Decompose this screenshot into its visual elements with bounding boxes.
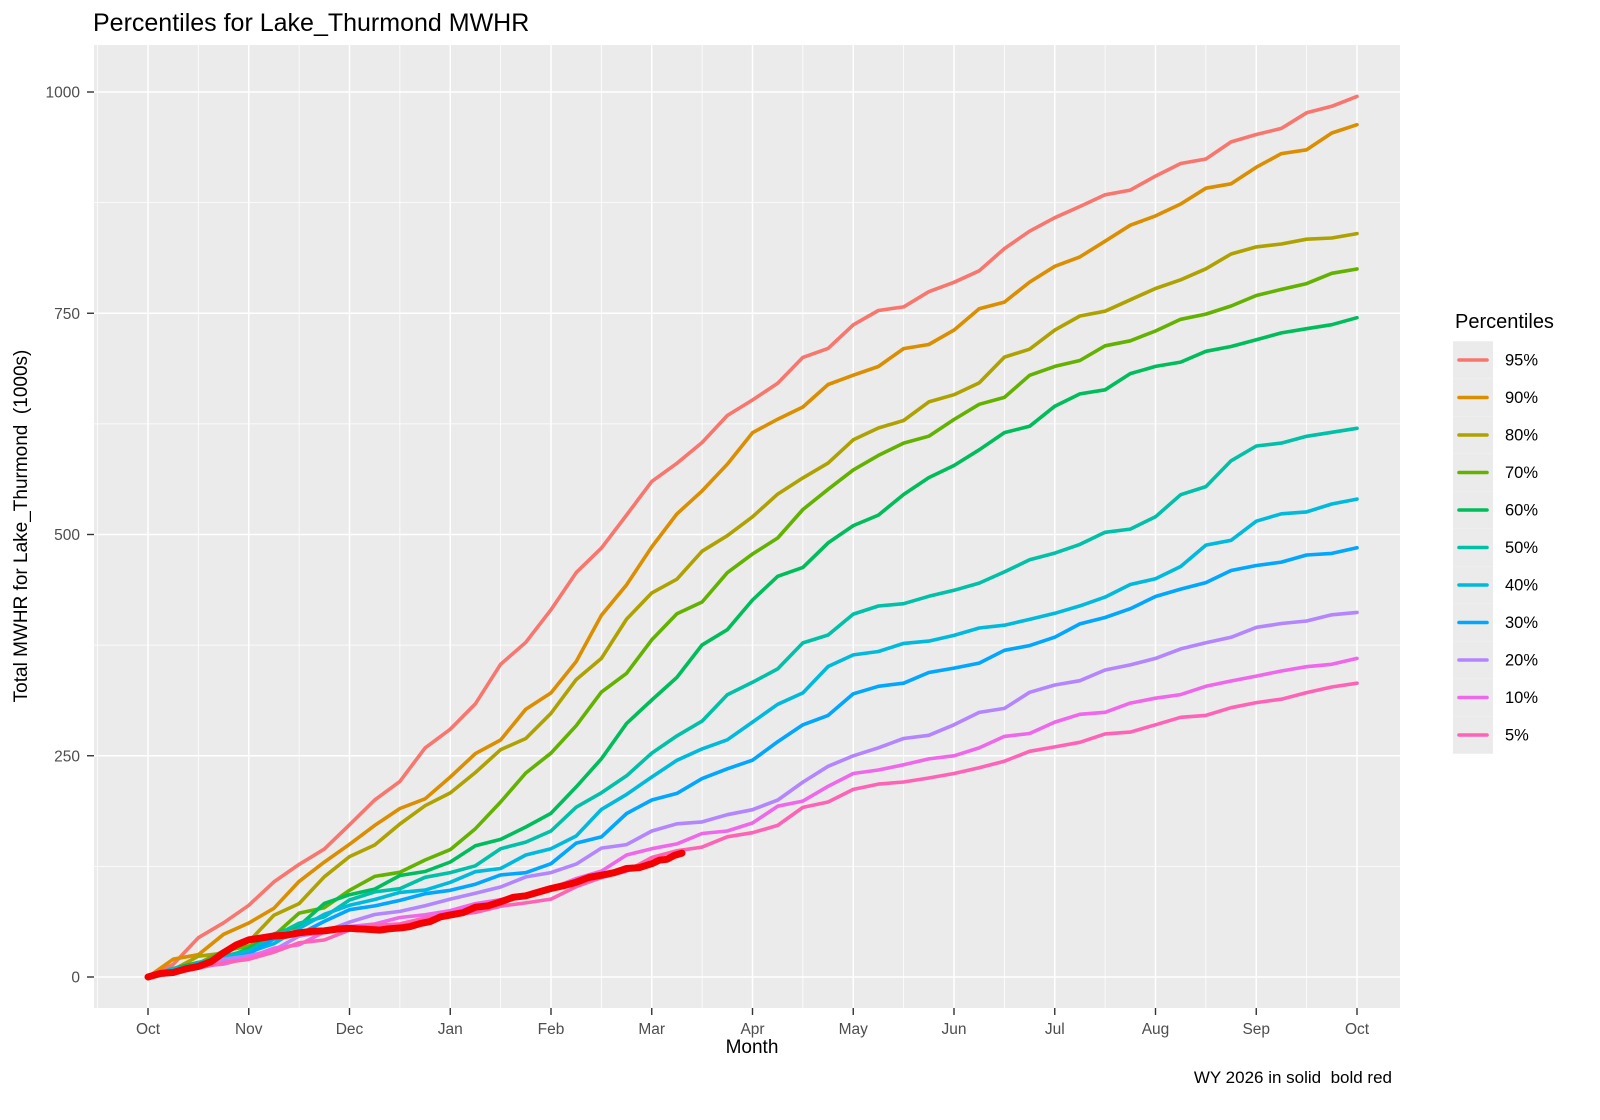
legend-title: Percentiles <box>1455 311 1554 333</box>
legend-entry-label: 60% <box>1505 502 1538 520</box>
percentile-line-20% <box>146 610 1359 979</box>
legend-entry-95%: 95% <box>1453 341 1538 379</box>
y-tick-label: 1000 <box>46 85 81 102</box>
legend-entry-20%: 20% <box>1453 641 1538 679</box>
y-tick-labels: 0 250 500 750 1000 <box>46 85 81 987</box>
y-tick-label: 500 <box>54 527 80 544</box>
x-tick-label: May <box>839 1021 869 1038</box>
minor-gridlines <box>94 45 1400 1008</box>
wy2026-line <box>144 849 686 981</box>
legend-entry-label: 50% <box>1505 539 1538 557</box>
y-tick-label: 0 <box>71 970 80 987</box>
percentile-line-70% <box>146 267 1359 979</box>
legend-entry-label: 95% <box>1505 352 1538 370</box>
percentile-line-80% <box>146 231 1359 979</box>
legend-entry-50%: 50% <box>1453 528 1538 567</box>
legend-entry-10%: 10% <box>1453 678 1538 717</box>
plot-panel <box>94 45 1400 1008</box>
percentile-line-30% <box>146 546 1359 979</box>
chart-title: Percentiles for Lake_Thurmond MWHR <box>93 9 529 37</box>
caption-note: WY 2026 in solid bold red <box>1194 1068 1392 1087</box>
percentile-line-90% <box>146 122 1359 979</box>
percentile-line-95% <box>146 94 1359 979</box>
x-tick-label: Jul <box>1045 1021 1065 1038</box>
legend-entry-5%: 5% <box>1453 716 1529 754</box>
axis-tick-marks <box>87 91 1358 1015</box>
major-gridlines <box>94 45 1400 1008</box>
legend-entry-label: 20% <box>1505 652 1538 670</box>
legend-entry-label: 5% <box>1505 727 1529 745</box>
legend-entry-90%: 90% <box>1453 378 1538 417</box>
x-tick-label: Feb <box>538 1021 565 1038</box>
x-axis-title: Month <box>726 1037 779 1058</box>
x-tick-label: Oct <box>136 1021 161 1038</box>
x-tick-labels: Oct Nov Dec Jan Feb Mar Apr May Jun Jul Aug Sep Oct <box>136 1021 1370 1038</box>
y-axis-title: Total MWHR for Lake_Thurmond (1000s) <box>11 350 32 703</box>
x-tick-label: Oct <box>1345 1021 1370 1038</box>
legend-entry-label: 90% <box>1505 389 1538 407</box>
legend-entry-label: 70% <box>1505 464 1538 482</box>
legend-entry-label: 10% <box>1505 689 1538 707</box>
percentile-lines <box>146 94 1359 979</box>
x-tick-label: Jan <box>438 1021 463 1038</box>
legend: 95% 90% 80% 70% 60% 50% 40% 30% 20% 10% 5% <box>1453 341 1538 754</box>
x-tick-label: Sep <box>1242 1021 1270 1038</box>
legend-entry-30%: 30% <box>1453 603 1538 642</box>
percentile-line-40% <box>146 497 1359 979</box>
legend-entry-label: 40% <box>1505 577 1538 595</box>
legend-entry-70%: 70% <box>1453 453 1538 492</box>
legend-entry-60%: 60% <box>1453 491 1538 529</box>
x-tick-label: Aug <box>1142 1021 1170 1038</box>
legend-entry-label: 80% <box>1505 427 1538 445</box>
legend-entry-80%: 80% <box>1453 416 1538 454</box>
x-tick-label: Nov <box>235 1021 263 1038</box>
percentile-line-60% <box>146 315 1359 979</box>
legend-entry-label: 30% <box>1505 614 1538 632</box>
y-tick-label: 750 <box>54 306 80 323</box>
x-tick-label: Dec <box>336 1021 364 1038</box>
legend-entry-40%: 40% <box>1453 566 1538 604</box>
x-tick-label: Jun <box>942 1021 967 1038</box>
percentile-line-50% <box>146 426 1359 979</box>
x-tick-label: Apr <box>740 1021 764 1038</box>
y-tick-label: 250 <box>54 748 80 765</box>
x-tick-label: Mar <box>638 1021 665 1038</box>
